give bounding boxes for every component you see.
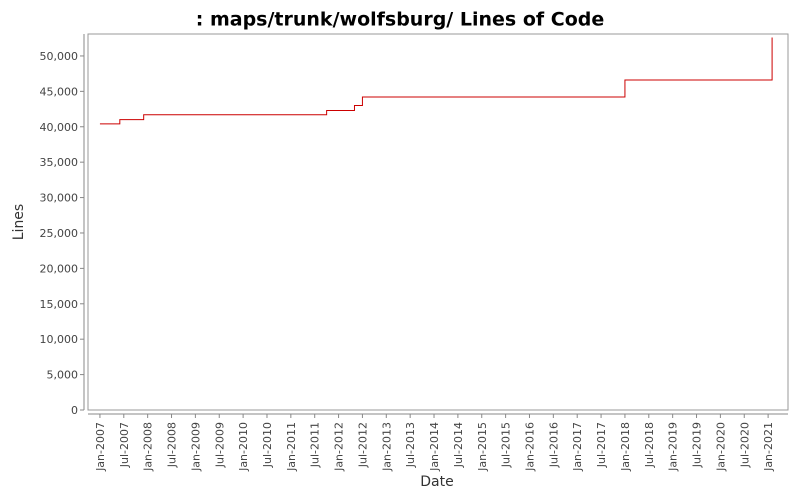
- x-tick-label: Jan-2009: [189, 422, 202, 472]
- x-axis-label: Date: [420, 474, 453, 490]
- x-tick-label: Jan-2014: [428, 422, 441, 472]
- line: [99, 37, 773, 125]
- x-tick-label: Jan-2019: [667, 422, 680, 472]
- x-tick-label: Jul-2012: [356, 422, 369, 468]
- x-tick-label: Jul-2007: [118, 422, 131, 468]
- y-tick-label: 20,000: [40, 262, 79, 275]
- x-tick-label: Jan-2012: [333, 422, 346, 472]
- y-tick-label: 50,000: [40, 50, 79, 63]
- x-tick-label: Jul-2017: [595, 422, 608, 468]
- x-tick-label: Jul-2016: [547, 422, 560, 468]
- y-tick-label: 30,000: [40, 192, 79, 205]
- y-tick-label: 40,000: [40, 121, 79, 134]
- y-tick-label: 25,000: [40, 227, 79, 240]
- y-tick-label: 35,000: [40, 156, 79, 169]
- x-tick-label: Jan-2016: [523, 422, 536, 472]
- x-tick-label: Jan-2011: [285, 422, 298, 472]
- x-tick-label: Jul-2014: [452, 422, 465, 468]
- x-tick-label: Jan-2008: [142, 422, 155, 472]
- x-tick-label: Jan-2015: [476, 422, 489, 472]
- y-tick-label: 15,000: [40, 298, 79, 311]
- x-tick-label: Jul-2010: [261, 422, 274, 468]
- x-tick-label: Jul-2009: [213, 422, 226, 468]
- y-tick-label: 45,000: [40, 85, 79, 98]
- x-tick-label: Jul-2019: [691, 422, 704, 468]
- x-tick-label: Jan-2018: [619, 422, 632, 472]
- x-tick-label: Jan-2010: [237, 422, 250, 472]
- x-tick-label: Jul-2008: [166, 422, 179, 468]
- y-tick-label: 10,000: [40, 333, 79, 346]
- y-tick-label: 0: [71, 404, 78, 417]
- y-tick-label: 5,000: [47, 369, 79, 382]
- plot-area: [87, 33, 789, 411]
- x-tick-label: Jan-2013: [380, 422, 393, 472]
- x-tick-label: Jul-2020: [738, 422, 751, 468]
- x-tick-label: Jul-2015: [500, 422, 513, 468]
- x-tick-label: Jul-2018: [643, 422, 656, 468]
- x-tick-label: Jan-2021: [762, 422, 775, 472]
- x-tick-label: Jan-2007: [94, 422, 107, 472]
- x-tick-label: Jul-2011: [309, 422, 322, 468]
- x-tick-label: Jul-2013: [404, 422, 417, 468]
- chart-title: : maps/trunk/wolfsburg/ Lines of Code: [196, 9, 604, 31]
- x-tick-label: Jan-2020: [714, 422, 727, 472]
- y-axis-label: Lines: [11, 204, 27, 240]
- x-tick-label: Jan-2017: [571, 422, 584, 472]
